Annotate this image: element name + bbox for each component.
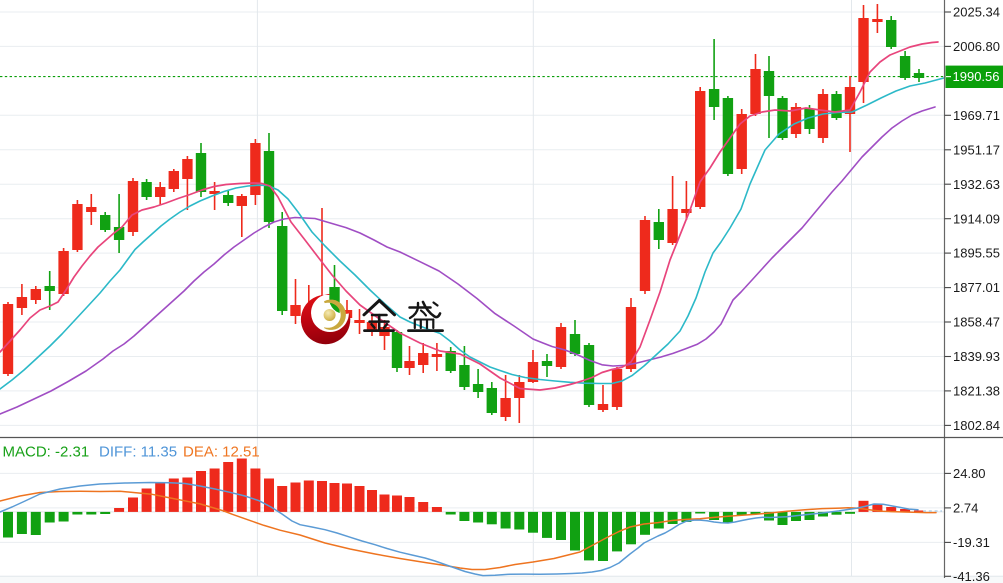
svg-text:1839.93: 1839.93 <box>953 349 1000 364</box>
svg-text:1858.47: 1858.47 <box>953 315 1000 330</box>
svg-text:1895.55: 1895.55 <box>953 246 1000 261</box>
svg-text:1802.84: 1802.84 <box>953 418 1000 433</box>
svg-text:1951.17: 1951.17 <box>953 142 1000 157</box>
svg-text:1990.56: 1990.56 <box>953 69 1000 84</box>
svg-text:DEA: 12.51: DEA: 12.51 <box>183 444 260 461</box>
svg-text:DIFF: 11.35: DIFF: 11.35 <box>99 444 177 461</box>
svg-text:MACD: -2.31: MACD: -2.31 <box>3 444 90 461</box>
svg-text:2025.34: 2025.34 <box>953 5 1000 20</box>
svg-text:-41.36: -41.36 <box>953 569 990 583</box>
svg-text:1914.09: 1914.09 <box>953 211 1000 226</box>
svg-text:2.74: 2.74 <box>953 501 978 516</box>
svg-text:1877.01: 1877.01 <box>953 280 1000 295</box>
svg-text:24.80: 24.80 <box>953 466 986 481</box>
svg-text:1821.38: 1821.38 <box>953 384 1000 399</box>
svg-text:2006.80: 2006.80 <box>953 39 1000 54</box>
svg-text:1932.63: 1932.63 <box>953 177 1000 192</box>
svg-text:1969.71: 1969.71 <box>953 108 1000 123</box>
svg-text:-19.31: -19.31 <box>953 535 990 550</box>
